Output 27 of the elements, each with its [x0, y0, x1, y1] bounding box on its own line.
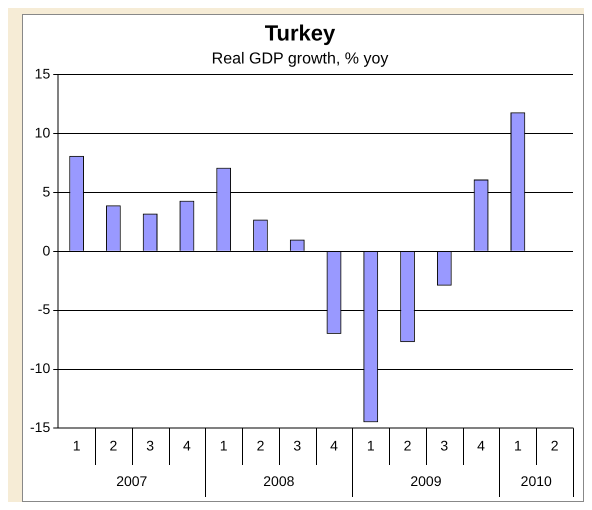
y-tick-label: -15: [30, 419, 50, 436]
text: 2008: [263, 472, 295, 489]
x-tick-label: 1: [514, 437, 522, 454]
x-tick-label: 1: [72, 437, 81, 454]
x-tick-label: 2: [404, 437, 412, 454]
x-tick-label: 4: [330, 437, 338, 454]
x-tick-label: 3: [440, 437, 448, 454]
x-tick-label: 2: [550, 437, 559, 454]
chart-subtitle: Real GDP growth, % yoy: [212, 50, 388, 68]
x-tick-label: 2: [109, 437, 118, 454]
x-tick-label: 3: [146, 437, 154, 454]
y-tick-label: 15: [34, 65, 50, 82]
y-tick-label: 0: [42, 242, 50, 258]
text: 2007: [116, 472, 148, 489]
x-tick-label: 2: [256, 437, 265, 454]
chart-title: Turkey: [264, 20, 336, 46]
y-tick-label: -5: [38, 301, 50, 318]
x-tick-label: 4: [477, 437, 486, 454]
y-tick-label: 10: [34, 124, 50, 140]
x-tick-label: 1: [366, 437, 375, 454]
x-tick-label: 1: [220, 437, 228, 454]
y-tick-label: -10: [30, 360, 50, 376]
text: 2009: [410, 472, 442, 489]
x-tick-label: 4: [183, 437, 192, 454]
y-tick-label: 5: [42, 183, 50, 200]
x-tick-label: 3: [293, 437, 302, 454]
text: 2010: [520, 472, 552, 489]
